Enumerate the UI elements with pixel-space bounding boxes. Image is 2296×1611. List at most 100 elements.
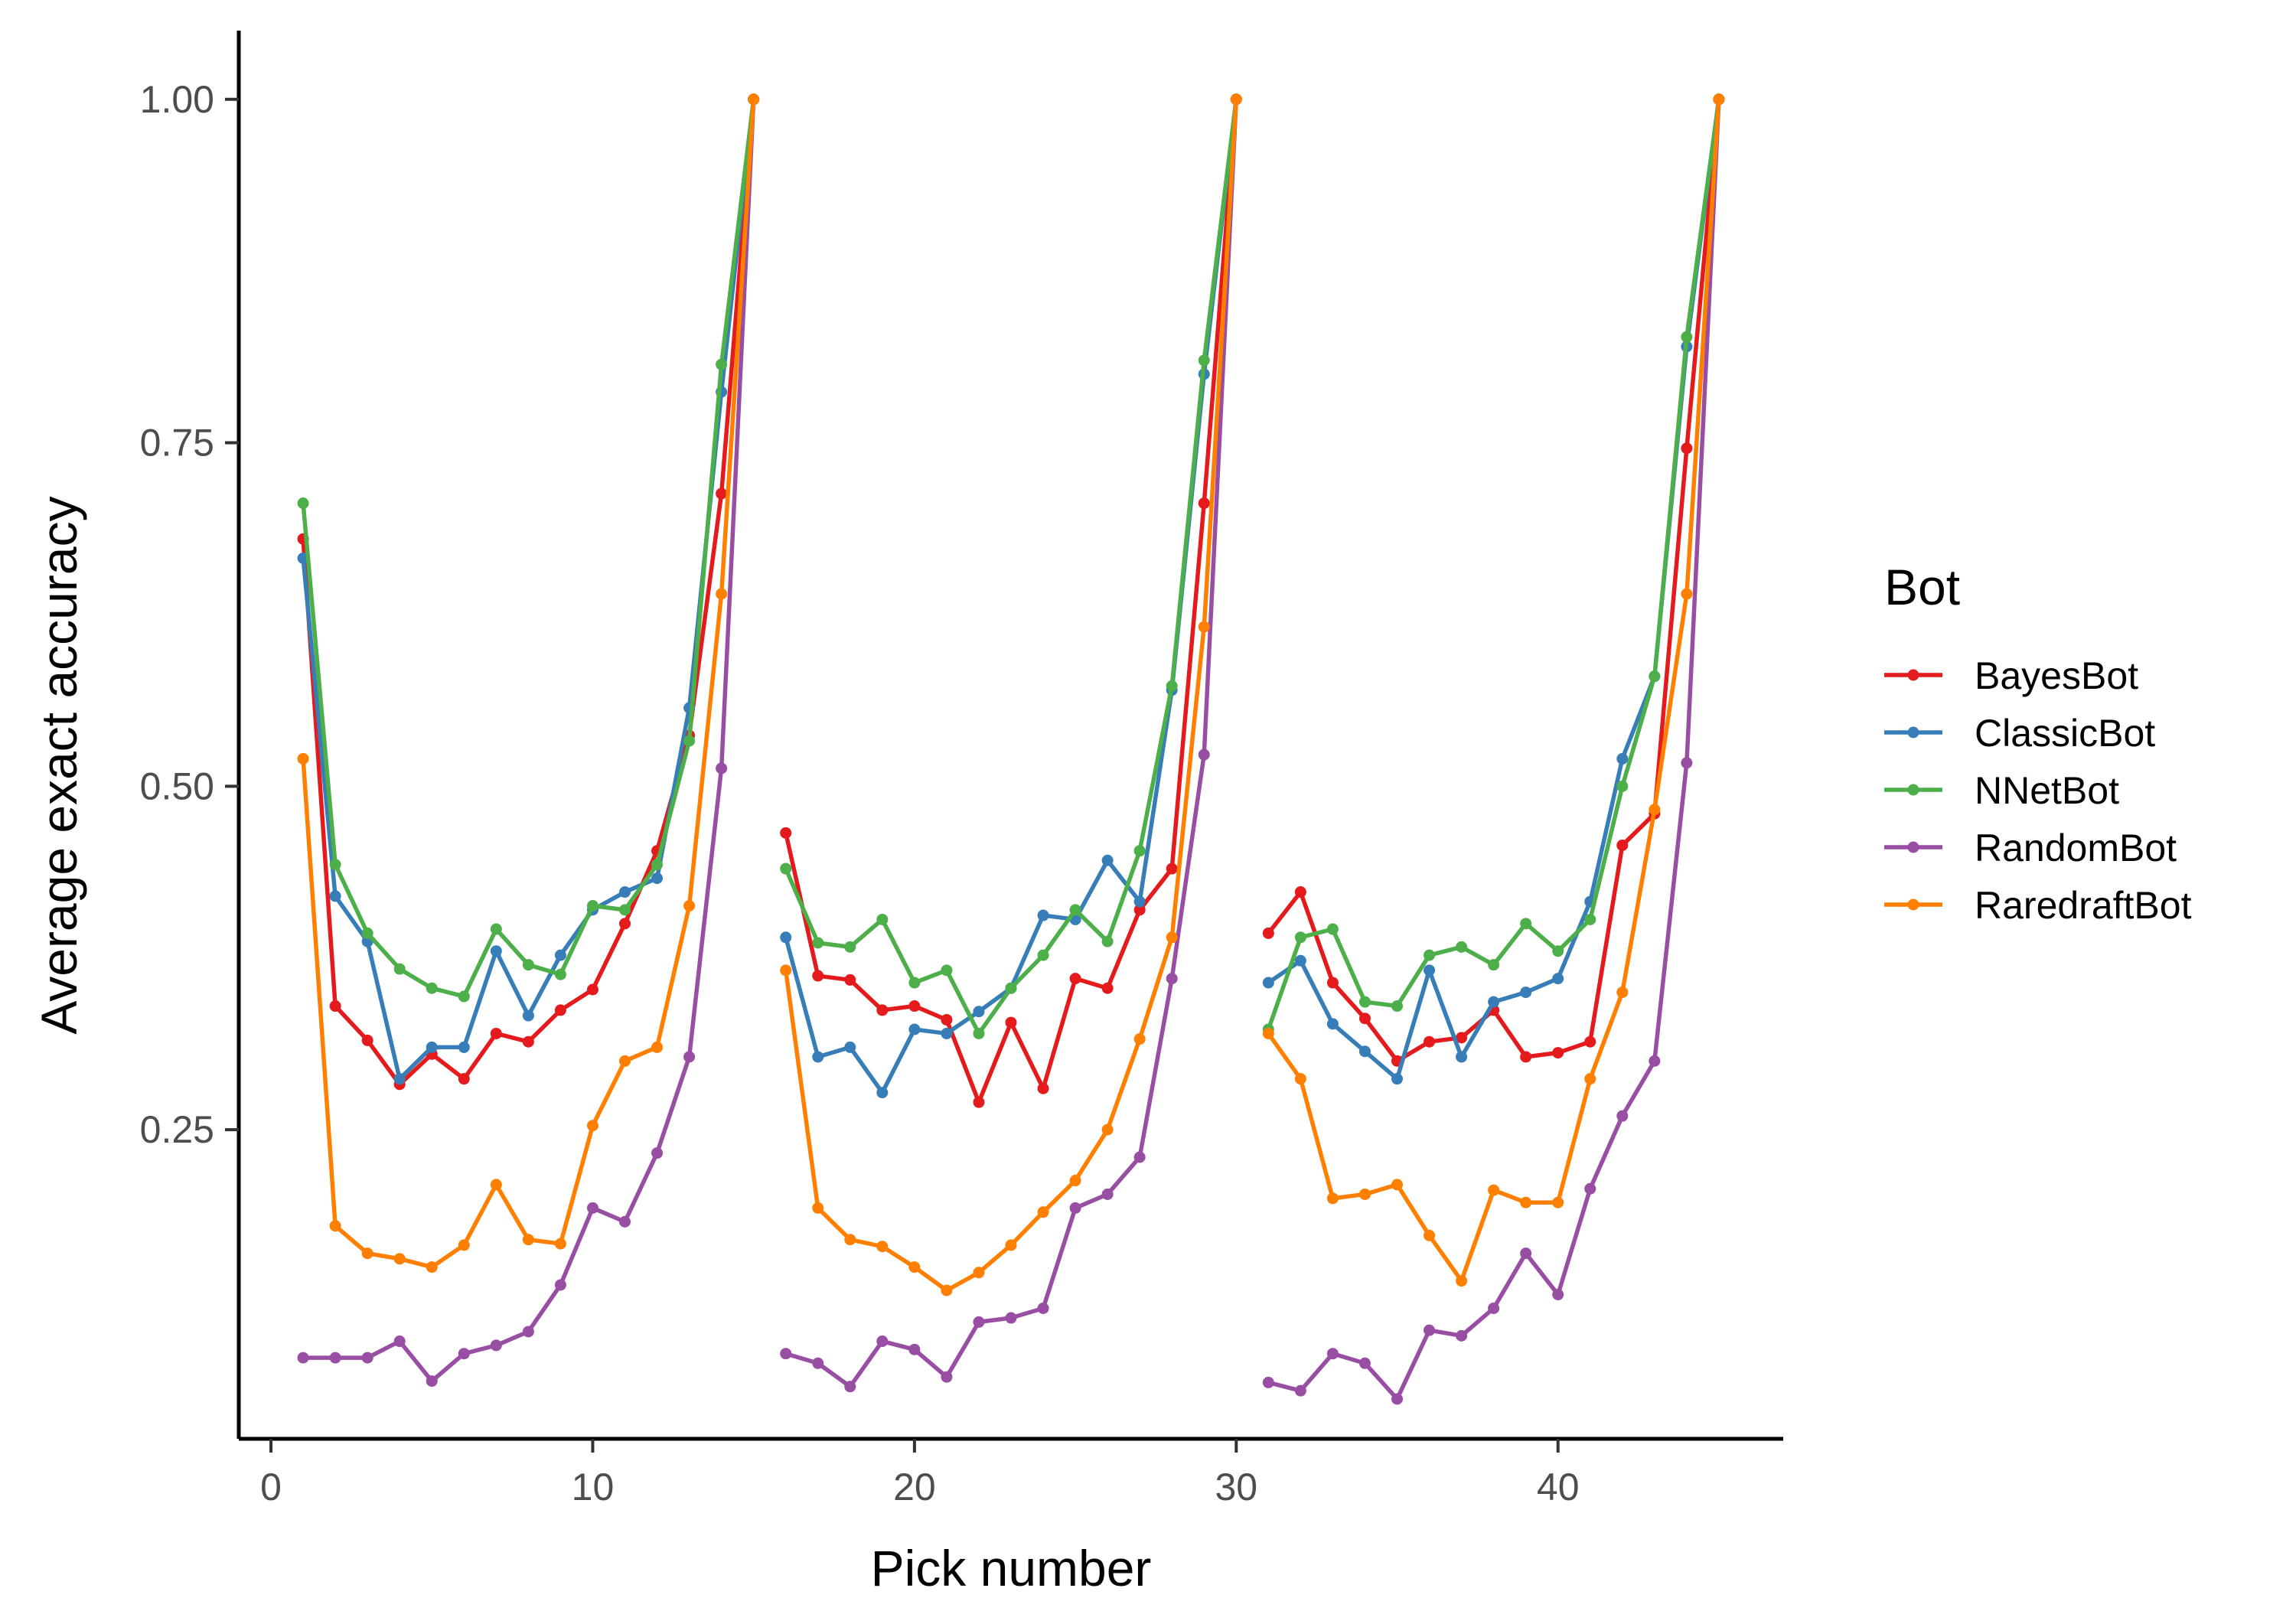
data-point — [908, 1343, 921, 1355]
series-line — [1267, 99, 1721, 1064]
data-point — [973, 1316, 985, 1328]
y-tick-label: 1.00 — [140, 78, 214, 121]
data-point — [1681, 588, 1693, 600]
data-point — [683, 735, 696, 747]
series-line — [784, 99, 1239, 1036]
data-point — [1358, 996, 1371, 1008]
data-point — [683, 899, 696, 911]
data-point — [1584, 1035, 1596, 1048]
data-point — [490, 1027, 502, 1039]
data-point — [1358, 1045, 1371, 1058]
data-point — [1005, 982, 1017, 994]
series-line — [784, 99, 1239, 1389]
data-point — [1005, 1239, 1017, 1251]
data-point — [458, 1041, 470, 1053]
data-point — [973, 1027, 985, 1039]
legend-key-point — [1907, 726, 1919, 739]
data-point — [780, 931, 792, 944]
data-point — [554, 949, 566, 961]
data-point — [619, 1215, 631, 1228]
data-point — [619, 918, 631, 930]
y-tick-label: 0.75 — [140, 422, 214, 465]
legend-item-nnetbot: NNetBot — [1884, 769, 2119, 812]
data-point — [1488, 996, 1500, 1008]
data-point — [1616, 780, 1629, 792]
data-point — [844, 941, 856, 953]
series-layer — [297, 93, 1725, 1405]
data-point — [1294, 954, 1306, 967]
data-point — [812, 937, 824, 949]
data-point — [812, 1357, 824, 1369]
data-point — [522, 1234, 534, 1246]
data-point — [426, 1261, 438, 1273]
data-point — [554, 1279, 566, 1291]
data-point — [1198, 497, 1210, 510]
data-point — [1488, 1302, 1500, 1314]
data-point — [1552, 945, 1564, 957]
data-point — [1101, 1188, 1114, 1200]
data-point — [361, 1034, 373, 1046]
data-point — [522, 1326, 534, 1338]
x-tick-label: 30 — [1215, 1466, 1257, 1508]
data-point — [1166, 931, 1178, 944]
data-point — [426, 1375, 438, 1388]
data-point — [1326, 923, 1339, 935]
data-point — [1456, 1275, 1468, 1287]
data-point — [1520, 1196, 1532, 1208]
data-point — [361, 1247, 373, 1260]
data-point — [458, 990, 470, 1003]
legend-item-classicbot: ClassicBot — [1884, 712, 2155, 755]
data-point — [1198, 748, 1210, 761]
data-point — [393, 1335, 406, 1348]
data-point — [1616, 752, 1629, 765]
data-point — [1005, 1312, 1017, 1324]
data-point — [1616, 1110, 1629, 1122]
legend-item-randombot: RandomBot — [1884, 827, 2177, 869]
data-point — [1294, 1384, 1306, 1397]
data-point — [1456, 1329, 1468, 1342]
data-point — [651, 859, 664, 871]
data-point — [1037, 1302, 1049, 1314]
data-point — [586, 983, 598, 996]
x-tick-label: 20 — [893, 1466, 936, 1508]
data-point — [1101, 854, 1114, 866]
data-point — [651, 1041, 664, 1053]
data-point — [619, 886, 631, 898]
data-point — [1520, 1051, 1532, 1063]
data-point — [1198, 354, 1210, 367]
legend-key-point — [1907, 841, 1919, 853]
data-point — [1133, 845, 1146, 857]
series-line — [1266, 99, 1721, 1030]
data-point — [1101, 935, 1114, 947]
data-point — [361, 927, 373, 939]
legend-label: RaredraftBot — [1975, 884, 2192, 927]
data-point — [1230, 93, 1242, 106]
data-point — [1488, 959, 1500, 971]
data-point — [619, 904, 631, 916]
data-point — [780, 863, 792, 875]
data-point — [1133, 1151, 1146, 1163]
data-point — [297, 752, 309, 765]
data-point — [1713, 93, 1725, 106]
data-point — [1681, 757, 1693, 769]
data-point — [458, 1348, 470, 1360]
data-point — [780, 1348, 792, 1360]
legend-label: ClassicBot — [1975, 712, 2155, 755]
data-point — [1520, 1247, 1532, 1260]
data-point — [941, 1027, 953, 1039]
data-point — [1294, 931, 1306, 944]
data-point — [393, 1073, 406, 1085]
data-point — [1520, 986, 1532, 999]
legend-item-raredraftbot: RaredraftBot — [1884, 884, 2192, 927]
data-point — [426, 982, 438, 994]
data-point — [329, 890, 341, 902]
data-point — [844, 1381, 856, 1393]
data-point — [876, 1004, 889, 1016]
data-point — [1101, 1123, 1114, 1136]
data-point — [1552, 1196, 1564, 1208]
data-point — [1326, 1192, 1339, 1205]
data-point — [458, 1073, 470, 1085]
data-point — [1166, 680, 1178, 692]
